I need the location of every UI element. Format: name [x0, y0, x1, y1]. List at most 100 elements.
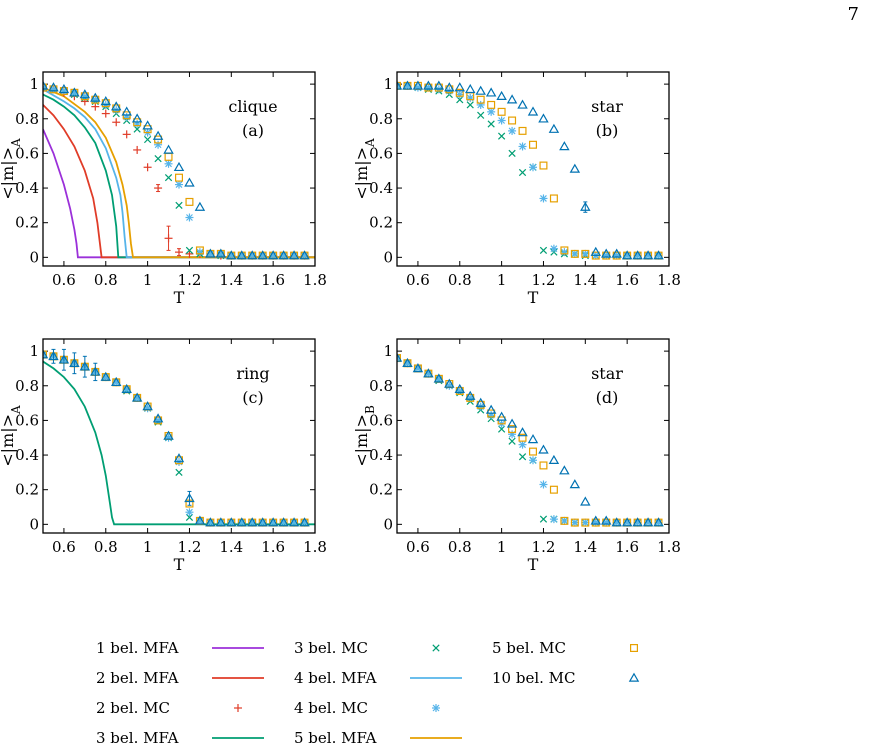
point-mc10 [433, 80, 445, 90]
legend-item-mfa5: 5 bel. MFA [294, 729, 462, 747]
point-mc10 [184, 492, 195, 503]
point-mc5 [581, 249, 590, 258]
x-tick-label: 1.8 [303, 271, 327, 289]
point-mc10 [236, 517, 248, 527]
point-mc10 [397, 80, 403, 90]
point-mc10 [48, 82, 59, 92]
legend-item-mfa1: 1 bel. MFA [96, 639, 264, 657]
series-line-mfa3 [43, 93, 315, 259]
series-line-mfa1 [43, 128, 315, 259]
x-tick-label: 1.8 [657, 538, 681, 556]
x-tick-label: 1.2 [532, 271, 556, 289]
y-tick-label: 1 [383, 75, 393, 93]
point-mc10 [90, 92, 101, 102]
point-mc10 [58, 83, 70, 94]
panel-d: 0.6 0.8 1 1.2 1.4 1.6 1.8 0 0.2 0.4 0.6 0.8 1 T <|m|>B… [352, 338, 681, 574]
point-mc4 [487, 411, 496, 420]
x-tick-label: 0.8 [448, 271, 472, 289]
point-mc10 [288, 250, 300, 260]
point-mc5 [539, 461, 548, 470]
panel-letter: (b) [596, 121, 619, 140]
x-tick-label: 1.8 [657, 271, 681, 289]
point-mc4 [539, 194, 548, 203]
legend-swatch-marker [628, 672, 640, 682]
x-tick-label: 0.8 [94, 271, 118, 289]
point-mc10 [163, 430, 174, 440]
point-mc3 [175, 468, 183, 476]
point-mc10 [485, 87, 497, 97]
x-tick-label: 1.8 [303, 538, 327, 556]
point-mc10 [559, 465, 570, 475]
point-mc10 [642, 517, 654, 527]
panel-letter: (c) [242, 388, 263, 407]
point-mc4 [529, 163, 537, 172]
plot-area [43, 348, 315, 527]
plot-area [397, 80, 664, 260]
point-mc10 [257, 250, 268, 260]
panel-label: star [591, 97, 623, 116]
point-mc10 [632, 517, 643, 527]
point-mc4 [487, 107, 496, 116]
x-tick-label: 1 [143, 271, 153, 289]
y-tick-label: 0 [29, 515, 39, 533]
point-mc10 [246, 517, 258, 527]
point-mc10 [433, 373, 445, 383]
x-tick-label: 0.6 [52, 271, 76, 289]
y-tick-label: 0.2 [369, 214, 393, 232]
point-mc5 [43, 350, 47, 359]
point-mc10 [611, 248, 622, 258]
legend-label: 3 bel. MFA [96, 729, 179, 747]
panel-a: 0.6 0.8 1 1.2 1.4 1.6 1.8 0 0.2 0.4 0.6 0.8 1 T <|m|>A… [0, 71, 327, 307]
point-mc4 [529, 456, 537, 465]
x-tick-label: 1.6 [615, 538, 639, 556]
x-tick-label: 1.2 [178, 538, 202, 556]
point-mc3 [456, 96, 464, 104]
point-mc3 [497, 132, 506, 140]
y-tick-label: 0.4 [369, 446, 393, 464]
point-mc10 [412, 80, 424, 90]
point-mc10 [412, 363, 424, 373]
legend-label: 4 bel. MC [294, 699, 368, 717]
point-mc10 [569, 163, 581, 173]
legend: 1 bel. MFA 2 bel. MFA 2 bel. MC 3 bel. MFA 3… [96, 639, 640, 747]
point-mc10 [444, 378, 455, 388]
x-tick-label: 1 [497, 271, 507, 289]
plot-area [397, 352, 664, 527]
y-tick-label: 0.2 [15, 481, 39, 499]
point-mc3 [185, 513, 194, 522]
legend-label: 3 bel. MC [294, 639, 368, 657]
point-mc5 [549, 485, 558, 494]
y-tick-label: 0 [383, 248, 393, 266]
point-mc10 [79, 89, 91, 99]
x-tick-label: 1 [143, 538, 153, 556]
point-mc10 [69, 357, 80, 367]
point-mc2 [154, 184, 163, 193]
point-mc10 [590, 246, 602, 256]
point-mc5 [560, 516, 569, 525]
panel-c: 0.6 0.8 1 1.2 1.4 1.6 1.8 0 0.2 0.4 0.6 0.8 1 T <|m|>A… [0, 338, 327, 574]
point-mc3 [487, 120, 495, 128]
point-mc3 [518, 453, 527, 461]
point-mc4 [570, 518, 579, 527]
point-mc5 [185, 197, 194, 206]
point-mc5 [560, 246, 569, 255]
point-mc10 [444, 82, 455, 92]
x-tick-label: 1 [497, 538, 507, 556]
legend-item-mc5: 5 bel. MC [492, 639, 638, 657]
point-mc10 [69, 87, 80, 97]
point-mc4 [518, 440, 527, 449]
legend-label: 2 bel. MFA [96, 669, 179, 687]
legend-item-mc10: 10 bel. MC [492, 669, 640, 687]
series-mc10 [397, 352, 664, 527]
point-mc10 [569, 479, 581, 489]
x-tick-label: 1.6 [261, 538, 285, 556]
x-tick-label: 1.4 [219, 271, 243, 289]
y-tick-label: 1 [383, 342, 393, 360]
point-mc3 [143, 135, 152, 144]
y-tick-label: 0.6 [15, 411, 39, 429]
point-mc4 [549, 244, 558, 253]
point-mc5 [175, 173, 184, 182]
point-mc10 [485, 404, 497, 414]
point-mc10 [194, 515, 206, 525]
